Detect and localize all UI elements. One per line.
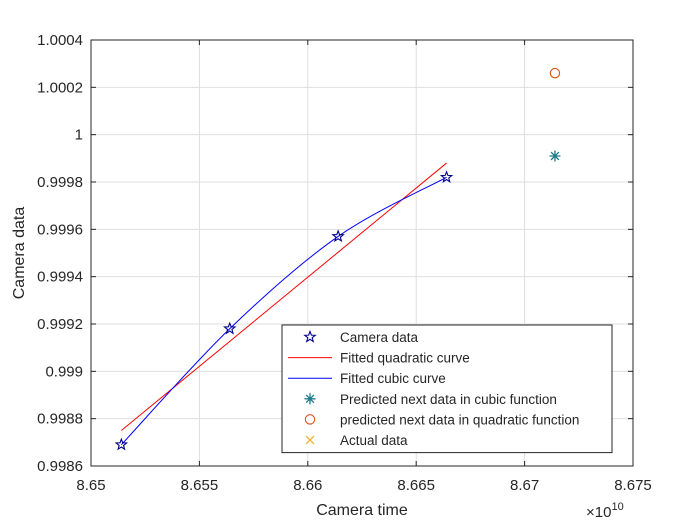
y-tick-label: 0.9998 (37, 174, 83, 191)
asterisk-data-point (549, 150, 561, 162)
data-series (114, 67, 561, 451)
legend-swatch-circle (304, 414, 316, 425)
star-data-point (114, 437, 129, 451)
y-axis-label: Camera data (11, 207, 28, 300)
legend-box (281, 324, 613, 454)
y-tick-label: 1.0002 (37, 79, 83, 96)
legend-label: Camera data (340, 330, 419, 345)
exponent-power: 10 (611, 501, 623, 513)
legend-swatch-x (305, 435, 315, 445)
legend-label: Fitted quadratic curve (340, 351, 470, 366)
star-data-point (331, 229, 345, 243)
legend-label: Predicted next data in cubic function (340, 392, 557, 407)
y-tick-label: 0.9996 (37, 221, 83, 238)
exponent-base: 10 (595, 504, 612, 521)
y-tick-label: 0.9986 (37, 458, 83, 475)
y-tick-label: 0.999 (45, 363, 83, 380)
circle-data-point (549, 67, 561, 79)
legend-swatch-asterisk (304, 393, 316, 405)
axes-box (90, 39, 634, 467)
star-data-point (439, 170, 454, 183)
y-tick-label: 0.9988 (37, 411, 83, 428)
y-tick-label: 0.9992 (37, 316, 83, 333)
legend-items: Camera data Fitted quadratic curve Fitted … (288, 329, 579, 448)
axis-ticks: 8.65 8.655 8.66 8.665 8.67 8.675 0.9986 0.9988 0… (37, 32, 652, 494)
x-tick-label: 8.66 (293, 477, 322, 494)
y-tick-label: 0.9994 (37, 269, 83, 286)
y-tick-label: 1.0004 (37, 32, 83, 49)
x-axis-exponent: ×1010 (586, 501, 624, 521)
legend-swatch-star (303, 329, 317, 343)
x-tick-label: 8.67 (510, 477, 539, 494)
legend-label: predicted next data in quadratic functio… (340, 412, 579, 427)
legend-label: Actual data (340, 433, 408, 448)
x-tick-label: 8.675 (614, 477, 652, 494)
exponent-times-sign: × (586, 504, 595, 521)
legend-label: Fitted cubic curve (340, 371, 446, 386)
x-tick-label: 8.665 (397, 477, 435, 494)
x-tick-label: 8.65 (76, 477, 105, 494)
legend: Camera data Fitted quadratic curve Fitted … (281, 324, 613, 454)
cubic-fit-curve (120, 176, 447, 446)
star-data-point (223, 321, 237, 335)
x-tick-label: 8.655 (181, 477, 219, 494)
y-tick-label: 1 (75, 127, 83, 144)
x-axis-label: Camera time (316, 502, 408, 519)
